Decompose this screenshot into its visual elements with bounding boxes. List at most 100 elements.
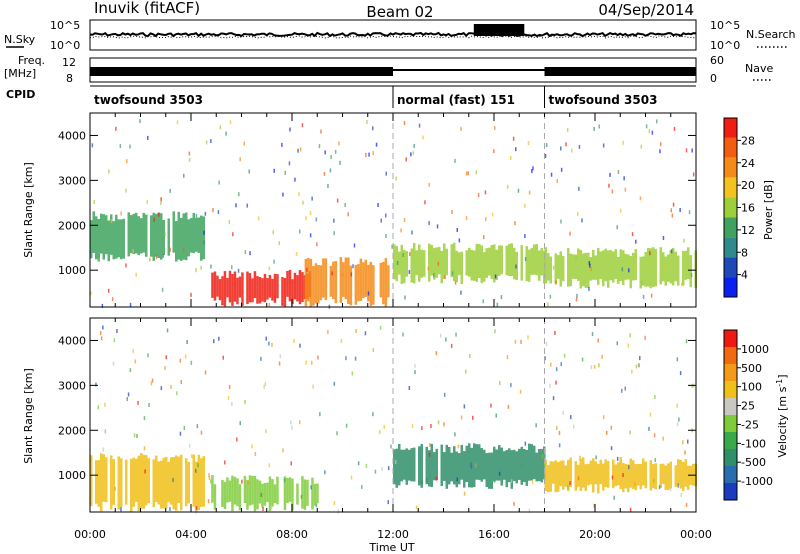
- echo-point: [297, 148, 299, 153]
- echo-point: [379, 430, 381, 434]
- echo-point: [629, 430, 631, 435]
- echo-point: [101, 303, 104, 308]
- echo-point: [690, 273, 693, 278]
- echo-point: [329, 168, 332, 173]
- echo-point: [333, 381, 336, 386]
- echo-point: [236, 437, 238, 442]
- echo-point: [113, 338, 116, 343]
- colorbar-tick-label: 28: [741, 134, 755, 147]
- echo-point: [444, 275, 446, 279]
- echo-point: [634, 464, 636, 469]
- echo-point: [289, 127, 291, 132]
- nsky-tick-high: 10^5: [50, 19, 80, 32]
- echo-point: [616, 225, 618, 230]
- echo-point: [678, 417, 680, 422]
- echo-point: [527, 335, 529, 340]
- echo-point: [579, 455, 581, 460]
- echo-point: [372, 412, 374, 417]
- echo-point: [149, 257, 151, 262]
- colorbar-segment: [724, 398, 737, 415]
- echo-point: [372, 151, 374, 156]
- echo-point: [155, 254, 158, 259]
- echo-point: [110, 219, 113, 223]
- echo-point: [324, 470, 326, 475]
- echo-point: [494, 478, 496, 483]
- echo-point: [566, 127, 569, 132]
- echo-point: [676, 357, 679, 362]
- echo-point: [188, 151, 191, 156]
- echo-point: [490, 403, 492, 408]
- echo-point: [224, 460, 226, 465]
- echo-point: [184, 354, 187, 359]
- nsky-tick-low: 10^0: [50, 39, 80, 52]
- echo-band: [304, 257, 390, 307]
- echo-point: [120, 507, 122, 512]
- echo-point: [617, 170, 620, 174]
- echo-point: [684, 450, 686, 455]
- echo-point: [315, 217, 318, 222]
- echo-point: [305, 216, 307, 221]
- echo-point: [336, 431, 338, 436]
- echo-point: [195, 468, 197, 473]
- echo-point: [380, 218, 382, 223]
- echo-point: [460, 126, 462, 131]
- echo-point: [341, 272, 344, 277]
- echo-point: [601, 354, 603, 359]
- noise-panel: N.Sky 10^5 10^0 10^5 10^0 N.Search: [4, 19, 796, 52]
- echo-point: [685, 502, 688, 507]
- echo-point: [231, 401, 233, 406]
- echo-point: [588, 286, 590, 291]
- echo-point: [609, 172, 611, 177]
- echo-point: [662, 436, 664, 441]
- echo-point: [345, 423, 348, 428]
- echo-point: [639, 356, 641, 361]
- echo-point: [306, 267, 308, 272]
- echo-point: [445, 337, 447, 342]
- echo-point: [299, 343, 301, 348]
- echo-point: [299, 147, 302, 152]
- echo-point: [616, 456, 619, 461]
- echo-point: [456, 228, 458, 232]
- echo-point: [456, 477, 458, 482]
- freq-tick-low: 8: [66, 72, 73, 85]
- echo-point: [403, 121, 406, 126]
- echo-point: [670, 249, 673, 254]
- echo-point: [616, 341, 618, 346]
- echo-point: [420, 480, 423, 485]
- echo-point: [116, 329, 118, 333]
- echo-band: [544, 247, 697, 289]
- station-title: Inuvik (fitACF): [94, 0, 200, 17]
- echo-point: [197, 463, 199, 468]
- echo-point: [372, 348, 375, 353]
- power-axes: 1000 2000 3000 4000: [58, 113, 697, 307]
- echo-point: [510, 155, 512, 160]
- echo-point: [524, 441, 527, 446]
- velocity-axes: 1000 2000 3000 4000: [58, 318, 697, 512]
- echo-point: [273, 259, 275, 264]
- echo-point: [263, 384, 265, 389]
- echo-point: [338, 141, 340, 146]
- nave-tick-high: 60: [710, 54, 724, 67]
- echo-point: [361, 484, 363, 489]
- echo-point: [93, 200, 95, 204]
- echo-point: [244, 250, 247, 255]
- echo-point: [207, 499, 210, 504]
- echo-point: [560, 219, 562, 224]
- echo-point: [295, 252, 298, 257]
- echo-point: [311, 360, 313, 365]
- echo-point: [210, 139, 212, 143]
- echo-point: [413, 143, 415, 148]
- echo-point: [270, 505, 272, 510]
- echo-point: [528, 508, 531, 513]
- echo-point: [672, 202, 675, 207]
- echo-point: [368, 152, 370, 157]
- echo-point: [593, 503, 595, 508]
- echo-point: [381, 467, 383, 472]
- echo-point: [160, 386, 163, 391]
- echo-point: [279, 354, 282, 359]
- y-tick-label: 3000: [58, 174, 86, 187]
- echo-point: [544, 153, 547, 158]
- echo-point: [428, 182, 430, 187]
- colorbar-tick-label: 16: [741, 202, 755, 215]
- echo-point: [676, 403, 678, 408]
